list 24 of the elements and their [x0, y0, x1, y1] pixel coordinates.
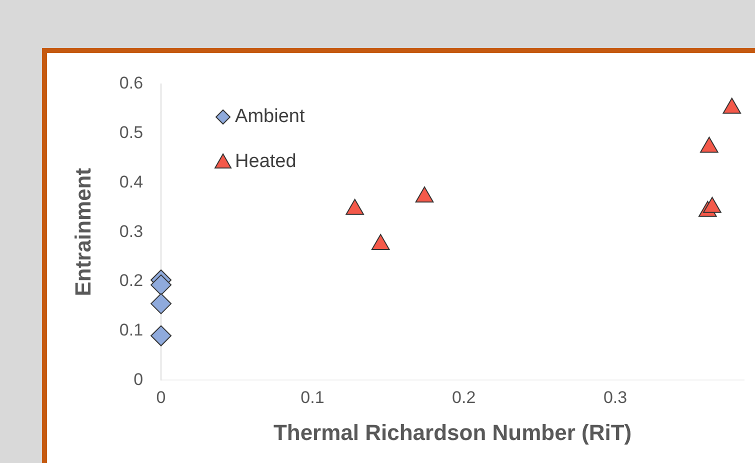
x-tick-label: 0.1 — [300, 388, 324, 408]
x-tick-label: 0.2 — [452, 388, 476, 408]
point — [371, 234, 390, 250]
point — [703, 196, 722, 213]
y-tick-label: 0.2 — [119, 271, 144, 290]
legend-label: Ambient — [235, 106, 306, 128]
x-axis-title: Thermal Richardson Number (RiT) — [273, 420, 632, 445]
point — [722, 98, 742, 114]
y-tick-label: 0.1 — [119, 320, 144, 340]
point — [150, 293, 172, 314]
point — [346, 198, 364, 215]
y-axis-title: Entrainment — [70, 167, 96, 296]
x-tick-label: 0.3 — [603, 388, 628, 408]
legend-label: Heated — [235, 151, 296, 172]
y-tick-label: 0.4 — [119, 172, 144, 192]
point — [150, 325, 172, 346]
y-tick-label: 0.5 — [119, 123, 144, 142]
y-tick-label: 0.3 — [119, 222, 144, 241]
point — [150, 274, 172, 296]
point — [700, 136, 718, 153]
y-tick-label: 0.6 — [119, 74, 144, 93]
point — [415, 186, 434, 203]
x-tick-label: 0 — [156, 388, 166, 408]
y-tick-label: 0 — [134, 370, 144, 389]
